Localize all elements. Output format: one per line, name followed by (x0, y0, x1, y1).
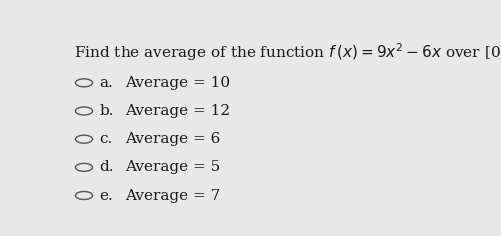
Text: Average = 5: Average = 5 (125, 160, 220, 174)
Text: a.: a. (100, 76, 113, 90)
Text: Average = 12: Average = 12 (125, 104, 230, 118)
Text: d.: d. (100, 160, 114, 174)
Text: b.: b. (100, 104, 114, 118)
Text: e.: e. (100, 189, 113, 202)
Text: Find the average of the function $f\,(x) = 9x^2 - 6x$ over [0, 2].: Find the average of the function $f\,(x)… (74, 41, 501, 63)
Text: Average = 6: Average = 6 (125, 132, 220, 146)
Text: Average = 7: Average = 7 (125, 189, 220, 202)
Text: Average = 10: Average = 10 (125, 76, 230, 90)
Text: c.: c. (100, 132, 113, 146)
